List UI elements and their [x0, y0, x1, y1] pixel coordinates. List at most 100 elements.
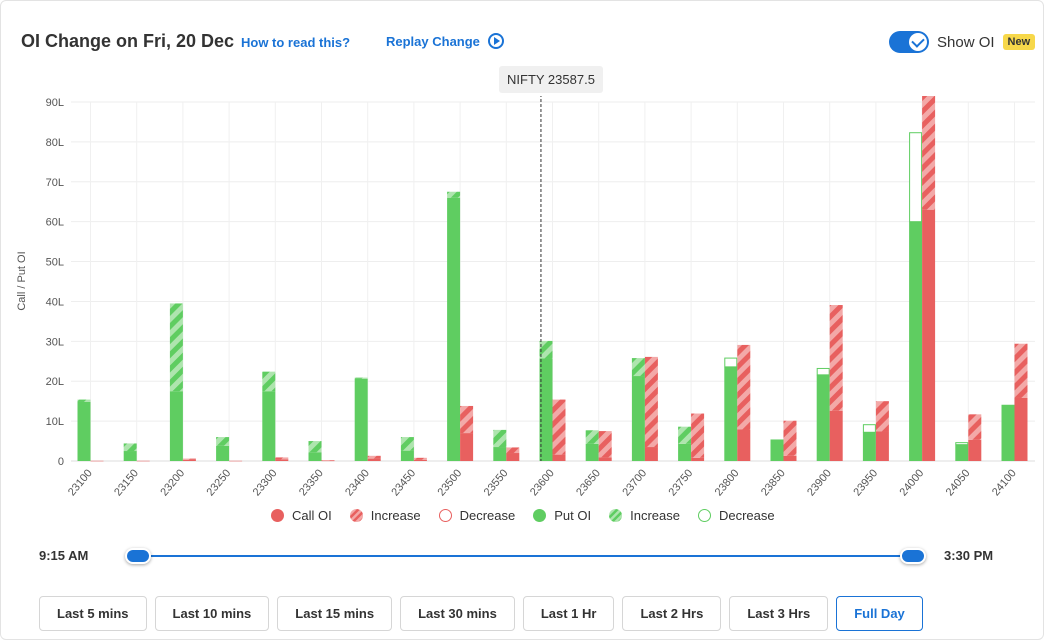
last-10-mins-button[interactable]: Last 10 mins: [154, 596, 270, 631]
show-oi-label: Show OI: [937, 33, 995, 51]
call-decrease-swatch: [438, 509, 452, 522]
legend-label: Call OI: [292, 508, 332, 523]
call-increase-bar: [783, 420, 797, 456]
last-1-hr-button[interactable]: Last 1 Hr: [522, 596, 615, 631]
call-oi-bar: [922, 209, 936, 461]
call-increase-bar: [506, 447, 520, 454]
check-icon: [909, 33, 927, 51]
put-oi-bar: [585, 443, 599, 461]
legend-put-increase: Increase: [609, 508, 680, 523]
new-badge: New: [1002, 34, 1036, 50]
x-tick-label: 23200: [158, 467, 187, 498]
legend-label: Decrease: [459, 508, 516, 523]
x-tick-label: 23100: [66, 467, 95, 498]
put-increase-bar: [631, 358, 645, 377]
x-tick-label: 23850: [759, 467, 788, 498]
put-increase-bar: [216, 437, 230, 446]
call-increase-bar: [922, 96, 936, 210]
call-oi-bar: [460, 433, 474, 461]
call-increase-bar: [875, 401, 889, 432]
x-tick-label: 23350: [297, 467, 326, 498]
last-5-mins-button[interactable]: Last 5 mins: [39, 596, 147, 631]
put-increase-bar: [493, 429, 507, 448]
last-15-mins-button[interactable]: Last 15 mins: [277, 596, 393, 631]
last-3-hrs-button[interactable]: Last 3 Hrs: [729, 596, 829, 631]
x-tick-label: 23150: [112, 467, 141, 498]
x-tick-label: 23650: [574, 467, 603, 498]
put-oi-bar: [909, 221, 923, 461]
call-oi-bar: [90, 460, 104, 462]
page-title: OI Change on Fri, 20 Dec: [21, 31, 235, 51]
legend-label: Increase: [630, 508, 680, 523]
put-increase-bar: [169, 303, 183, 392]
y-tick-label: 60L: [46, 217, 64, 229]
put-decrease-bar: [724, 357, 738, 368]
slider-start-handle[interactable]: [125, 548, 151, 564]
put-oi-bar: [308, 452, 322, 461]
call-oi-bar: [229, 460, 243, 462]
put-oi-swatch: [533, 509, 547, 522]
put-oi-bar: [216, 445, 230, 461]
full-day-button[interactable]: Full Day: [836, 596, 923, 631]
x-tick-label: 23800: [713, 467, 742, 498]
put-increase-bar: [678, 426, 692, 444]
y-axis-label: Call / Put OI: [16, 251, 28, 310]
call-increase-bar: [644, 356, 658, 448]
put-increase-bar: [539, 340, 553, 359]
slider-end-time: 3:30 PM: [944, 548, 994, 563]
x-tick-label: 23950: [851, 467, 880, 498]
last-30-mins-button[interactable]: Last 30 mins: [400, 596, 515, 631]
legend-label: Decrease: [718, 508, 775, 523]
put-oi-bar: [123, 451, 137, 461]
how-to-read-link[interactable]: How to read this?: [241, 35, 351, 50]
y-tick-label: 90L: [46, 97, 64, 109]
put-oi-bar: [169, 391, 183, 461]
call-increase-bar: [737, 344, 751, 430]
put-oi-bar: [724, 366, 738, 461]
legend-call-oi: Call OI: [271, 508, 332, 523]
put-increase-swatch: [609, 509, 623, 522]
replay-change-button[interactable]: Replay Change: [386, 33, 504, 49]
call-oi-bar: [829, 410, 843, 461]
legend-call-decrease: Decrease: [438, 508, 516, 523]
put-oi-bar: [862, 432, 876, 461]
x-tick-label: 23700: [620, 467, 649, 498]
y-tick-label: 40L: [46, 296, 64, 308]
put-decrease-bar: [909, 132, 923, 223]
legend-label: Put OI: [554, 508, 592, 523]
last-2-hrs-button[interactable]: Last 2 Hrs: [622, 596, 722, 631]
put-oi-bar: [262, 391, 276, 461]
call-increase-bar: [182, 458, 196, 460]
spot-price-tag: NIFTY 23587.5: [499, 66, 603, 93]
call-oi-bar: [644, 447, 658, 461]
show-oi-toggle[interactable]: [889, 31, 929, 53]
show-oi-control: Show OI New: [889, 31, 1036, 53]
legend-put-oi: Put OI: [533, 508, 591, 523]
put-oi-bar: [400, 450, 414, 461]
x-tick-label: 23900: [805, 467, 834, 498]
x-tick-label: 24050: [944, 467, 973, 498]
call-increase-bar: [598, 431, 612, 458]
replay-label: Replay Change: [386, 33, 480, 49]
put-increase-bar: [400, 437, 414, 451]
put-increase-bar: [123, 443, 137, 452]
put-decrease-bar: [816, 367, 830, 376]
call-oi-bar: [737, 429, 751, 461]
call-increase-bar: [691, 413, 705, 458]
slider-start-time: 9:15 AM: [39, 548, 89, 563]
call-oi-bar: [182, 459, 196, 461]
put-oi-bar: [539, 358, 553, 461]
put-oi-bar: [447, 197, 461, 461]
call-increase-bar: [367, 455, 381, 459]
legend-label: Increase: [370, 508, 421, 523]
put-oi-bar: [631, 376, 645, 461]
time-slider-track[interactable]: [141, 555, 913, 557]
put-decrease-bar: [955, 442, 969, 446]
call-oi-bar: [598, 457, 612, 461]
y-tick-label: 0: [58, 456, 64, 468]
call-oi-bar: [552, 454, 566, 461]
time-range-buttons: Last 5 mins Last 10 mins Last 15 mins La…: [39, 596, 923, 631]
x-tick-label: 23400: [343, 467, 372, 498]
slider-end-handle[interactable]: [900, 548, 926, 564]
